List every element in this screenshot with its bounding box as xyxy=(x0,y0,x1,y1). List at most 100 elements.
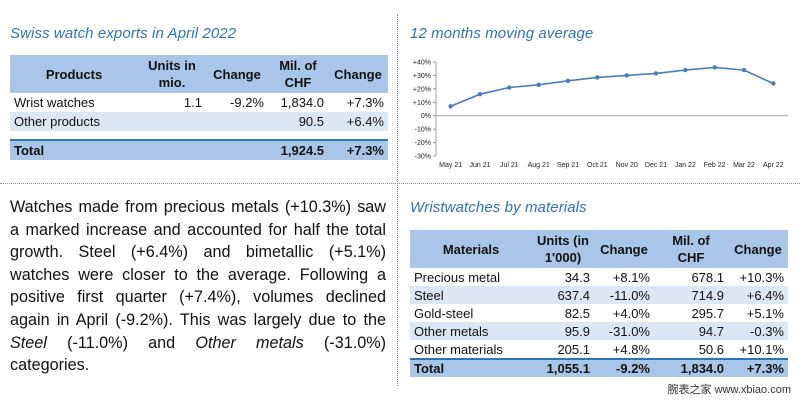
table-row: Precious metal 34.3 +8.1% 678.1 +10.3% xyxy=(410,268,788,286)
table-cell: -9.2% xyxy=(594,358,654,377)
exports-header: Units in mio. xyxy=(138,55,206,93)
table-cell: 205.1 xyxy=(557,341,590,357)
data-point xyxy=(683,67,688,73)
table-cell: +5.1% xyxy=(746,305,784,321)
x-tick-label: Nov 20 xyxy=(616,162,638,169)
table-cell: 95.9 xyxy=(532,322,594,340)
horizontal-divider xyxy=(0,183,800,184)
x-tick-label: Feb 22 xyxy=(704,162,726,169)
x-tick-label: Aug 21 xyxy=(528,162,550,169)
data-point xyxy=(624,73,629,78)
table-cell: Gold-steel xyxy=(414,305,474,321)
exports-title: Swiss watch exports in April 2022 xyxy=(10,25,237,42)
table-row: Other products 90.5 +6.4% xyxy=(10,112,388,131)
x-tick-label: Apr 22 xyxy=(763,162,784,169)
data-point xyxy=(771,81,776,86)
data-point xyxy=(448,104,453,109)
x-tick-label: May 21 xyxy=(439,162,462,169)
table-cell: 1.1 xyxy=(183,95,202,110)
total-row: Total 1,055.1 -9.2% 1,834.0 +7.3% xyxy=(410,358,788,377)
table-cell: 1,055.1 xyxy=(532,358,594,377)
table-cell: Precious metal xyxy=(414,269,500,285)
table-cell: +4.0% xyxy=(612,305,650,321)
exports-header: Change xyxy=(328,55,388,93)
summary-text-part: (-31.0%) categories. xyxy=(10,333,386,375)
table-cell: +8.1% xyxy=(612,269,650,285)
table-cell: Other products xyxy=(10,112,138,131)
y-tick-label: -30% xyxy=(415,154,431,161)
table-cell: 1,834.0 xyxy=(654,358,728,377)
x-tick-label: Jul 21 xyxy=(500,162,519,169)
x-tick-label: Dec 21 xyxy=(645,162,667,169)
table-cell xyxy=(138,139,206,160)
table-cell xyxy=(138,112,206,131)
data-point xyxy=(712,65,717,70)
x-tick-label: Jan 22 xyxy=(675,162,696,169)
table-cell: 637.4 xyxy=(532,286,594,304)
data-point xyxy=(507,85,512,90)
exports-table: Products Units in mio. Change Mil. of CH… xyxy=(10,55,388,160)
data-point xyxy=(477,92,483,97)
table-cell: 82.5 xyxy=(564,305,590,321)
materials-header: Change xyxy=(594,230,654,268)
table-cell: Other metals xyxy=(410,322,532,340)
x-tick-label: Mar 22 xyxy=(733,162,755,169)
x-tick-label: Oct 21 xyxy=(587,162,608,169)
table-cell: 90.5 xyxy=(268,112,328,131)
table-row: Other metals 95.9 -31.0% 94.7 -0.3% xyxy=(410,322,788,340)
summary-text-part: Watches made from precious metals (+10.3… xyxy=(10,198,386,329)
exports-header: Mil. of CHF xyxy=(268,55,328,93)
table-cell xyxy=(206,112,268,131)
moving-average-chart: +40% +30% +20% +10% 0% -10% -20% -30% May 21 Jun … xyxy=(413,60,788,169)
table-cell: 1,924.5 xyxy=(268,139,328,160)
table-cell: +10.3% xyxy=(739,269,784,285)
table-cell: Wrist watches xyxy=(14,95,95,110)
exports-header: Change xyxy=(206,55,268,93)
table-cell: 94.7 xyxy=(654,322,728,340)
summary-text: Watches made from precious metals (+10.3… xyxy=(10,196,386,377)
table-cell: Total xyxy=(410,358,532,377)
table-cell: 678.1 xyxy=(691,269,724,285)
materials-header: Change xyxy=(728,230,788,268)
summary-text-part: (-11.0%) and xyxy=(46,333,196,352)
table-cell: +7.3% xyxy=(346,95,384,110)
materials-table: Materials Units (in 1'000) Change Mil. o… xyxy=(410,230,788,377)
table-row: Other materials 205.1 +4.8% 50.6 +10.1% xyxy=(410,340,788,359)
data-point xyxy=(595,75,600,80)
table-cell: 295.7 xyxy=(691,305,724,321)
table-row: Gold-steel 82.5 +4.0% 295.7 +5.1% xyxy=(410,304,788,322)
y-tick-label: +10% xyxy=(413,100,431,107)
table-cell: 50.6 xyxy=(698,341,724,357)
chart-title: 12 months moving average xyxy=(410,25,594,42)
table-cell: +6.4% xyxy=(328,112,388,131)
table-cell: -9.2% xyxy=(230,95,264,110)
materials-header: Mil. of CHF xyxy=(654,230,728,268)
table-cell: -11.0% xyxy=(594,286,654,304)
materials-header-row: Materials Units (in 1'000) Change Mil. o… xyxy=(410,230,788,268)
table-cell: +4.8% xyxy=(612,341,650,357)
y-tick-label: +40% xyxy=(413,60,431,67)
data-point xyxy=(536,82,541,88)
table-row: Steel 637.4 -11.0% 714.9 +6.4% xyxy=(410,286,788,304)
x-tick-label: Sep 21 xyxy=(557,162,579,169)
table-cell: -31.0% xyxy=(594,322,654,340)
table-cell: 1,834.0 xyxy=(280,95,324,110)
materials-header: Materials xyxy=(410,230,532,268)
summary-text-other-metals: Other metals xyxy=(195,333,304,352)
table-cell: 34.3 xyxy=(564,269,590,285)
table-cell: +10.1% xyxy=(739,341,784,357)
summary-text-steel: Steel xyxy=(10,333,47,352)
site-watermark: 腕表之家 www.xbiao.com xyxy=(664,380,794,398)
data-point xyxy=(565,78,571,83)
table-row: Wrist watches 1.1 -9.2% 1,834.0 +7.3% xyxy=(10,93,388,112)
table-cell: -0.3% xyxy=(728,322,788,340)
y-tick-label: -20% xyxy=(415,140,431,147)
y-tick-label: -10% xyxy=(415,127,431,134)
table-cell: Other materials xyxy=(414,341,503,357)
y-tick-label: +30% xyxy=(413,73,431,80)
table-cell: +7.3% xyxy=(728,358,788,377)
table-spacer xyxy=(10,131,388,140)
table-cell: +7.3% xyxy=(328,139,388,160)
exports-header-row: Products Units in mio. Change Mil. of CH… xyxy=(10,55,388,93)
table-cell xyxy=(206,139,268,160)
